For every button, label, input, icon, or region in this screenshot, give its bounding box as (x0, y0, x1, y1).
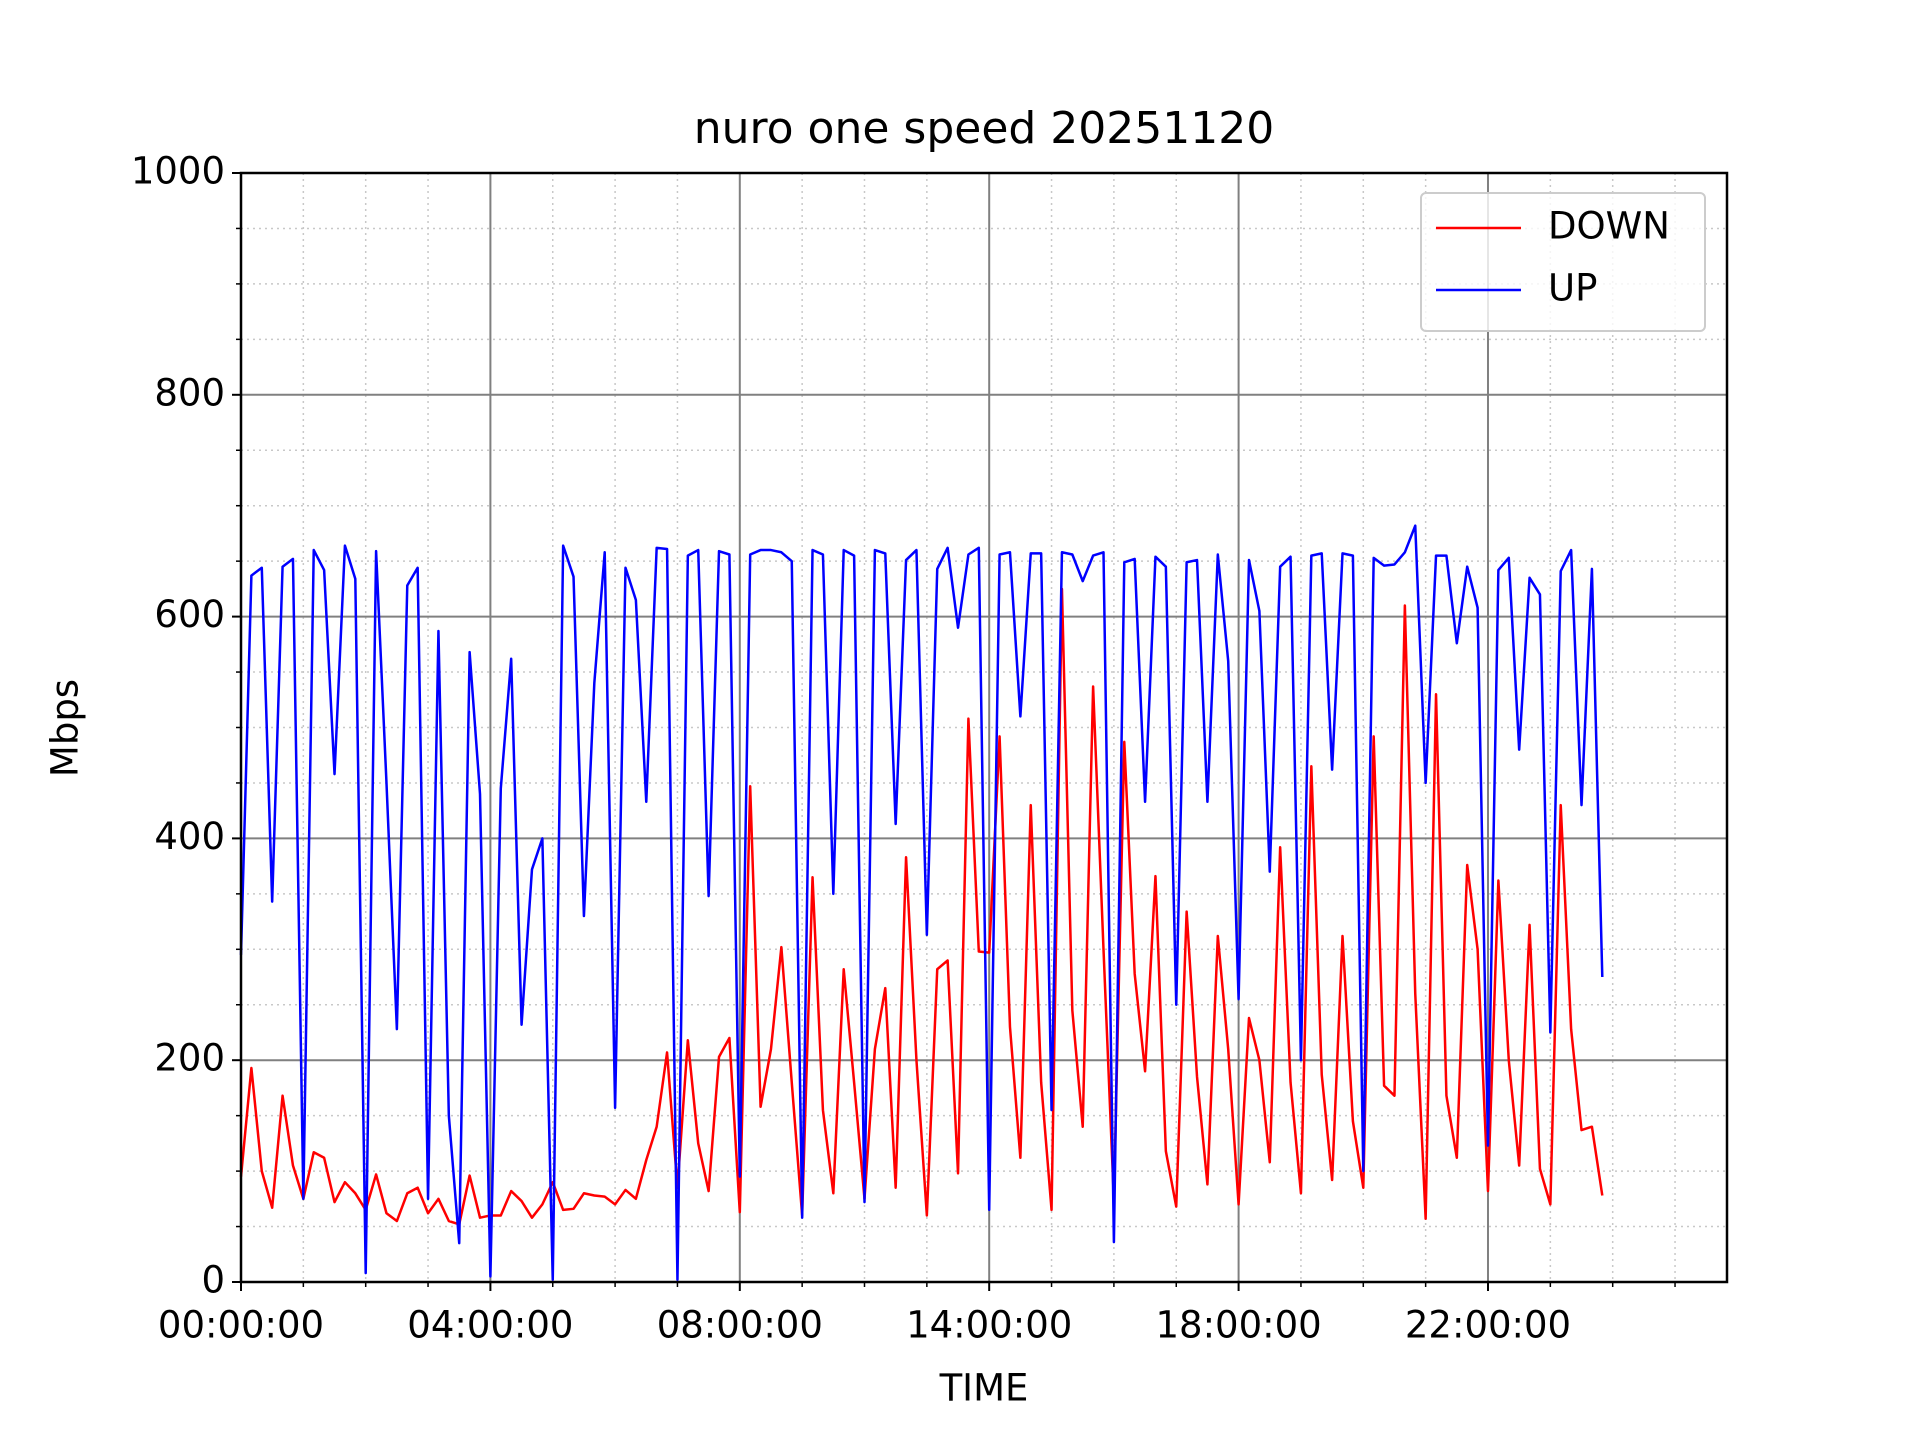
x-tick-label: 08:00:00 (657, 1304, 823, 1347)
x-axis-label: TIME (939, 1367, 1029, 1410)
y-tick-label: 1000 (131, 150, 225, 193)
x-tick-label: 00:00:00 (158, 1304, 324, 1347)
y-tick-label: 0 (201, 1259, 225, 1302)
y-tick-label: 400 (154, 815, 225, 858)
y-tick-label: 600 (154, 593, 225, 636)
legend-label: DOWN (1548, 205, 1670, 248)
data-line (239, 587, 1604, 1226)
data-line (239, 524, 1604, 1282)
chart-title: nuro one speed 20251120 (694, 103, 1275, 154)
x-tick-label: 22:00:00 (1405, 1304, 1571, 1347)
y-axis-label: Mbps (44, 679, 87, 777)
x-tick-label: 14:00:00 (906, 1304, 1072, 1347)
plot-frame (239, 171, 1729, 1284)
x-tick-label: 18:00:00 (1156, 1304, 1322, 1347)
x-tick-label: 04:00:00 (407, 1304, 573, 1347)
y-tick-label: 200 (154, 1037, 225, 1080)
legend-label: UP (1548, 267, 1597, 310)
y-tick-label: 800 (154, 371, 225, 414)
